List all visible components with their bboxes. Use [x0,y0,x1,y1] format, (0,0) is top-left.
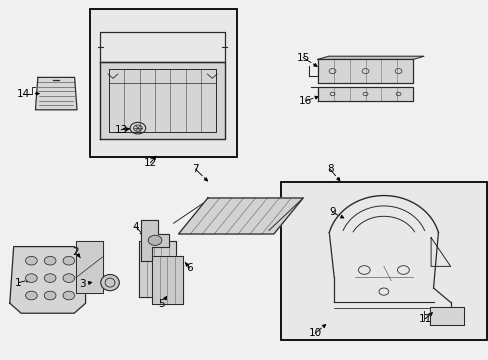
Text: 1: 1 [15,278,22,288]
Polygon shape [429,307,463,325]
Text: 15: 15 [296,53,309,63]
Text: 13: 13 [114,125,128,135]
Text: 7: 7 [192,164,199,174]
Polygon shape [100,62,224,139]
Polygon shape [317,87,412,101]
Text: 3: 3 [79,279,85,289]
Polygon shape [141,220,169,261]
Circle shape [44,291,56,300]
Ellipse shape [101,274,119,291]
Bar [90,9,237,157]
Circle shape [25,256,37,265]
Polygon shape [76,241,102,293]
Circle shape [63,274,75,282]
Text: 12: 12 [143,158,157,168]
Polygon shape [10,247,85,313]
Text: 5: 5 [158,299,164,309]
Text: 16: 16 [298,96,312,106]
Text: 2: 2 [72,247,79,257]
Text: 6: 6 [186,263,193,273]
Circle shape [25,291,37,300]
Text: 4: 4 [132,222,139,232]
Polygon shape [139,241,176,297]
Text: 8: 8 [326,164,333,174]
Circle shape [25,274,37,282]
Polygon shape [36,77,77,110]
Polygon shape [178,198,303,234]
Text: 11: 11 [418,314,431,324]
Circle shape [44,256,56,265]
Circle shape [44,274,56,282]
Text: 14: 14 [17,89,30,99]
Circle shape [63,256,75,265]
Text: 9: 9 [328,207,335,217]
Circle shape [63,291,75,300]
Polygon shape [151,256,183,304]
Polygon shape [317,59,412,83]
Bar [281,182,486,340]
Circle shape [148,235,162,246]
Polygon shape [317,56,423,59]
Text: 10: 10 [308,328,321,338]
